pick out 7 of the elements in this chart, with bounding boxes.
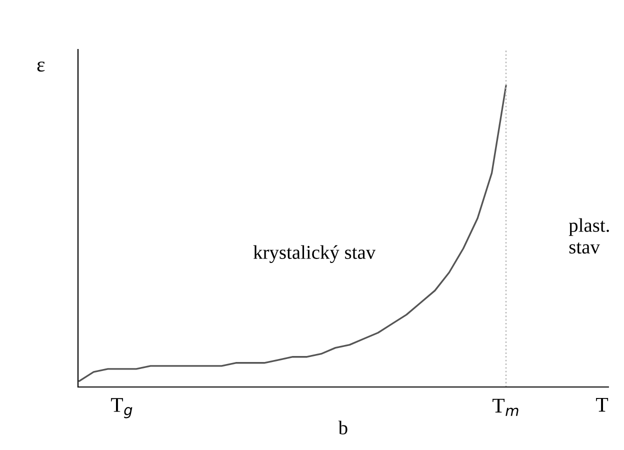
x-tick-label: T$_{m}$ — [492, 398, 518, 416]
y-axis-title: ε — [37, 62, 45, 72]
text: plast. stav — [568, 218, 609, 254]
annotation: krystalický stav — [253, 245, 376, 263]
x-axis-title: T — [596, 398, 608, 412]
text: b — [338, 420, 348, 434]
x-tick-label: T$_{g}$ — [111, 398, 132, 418]
